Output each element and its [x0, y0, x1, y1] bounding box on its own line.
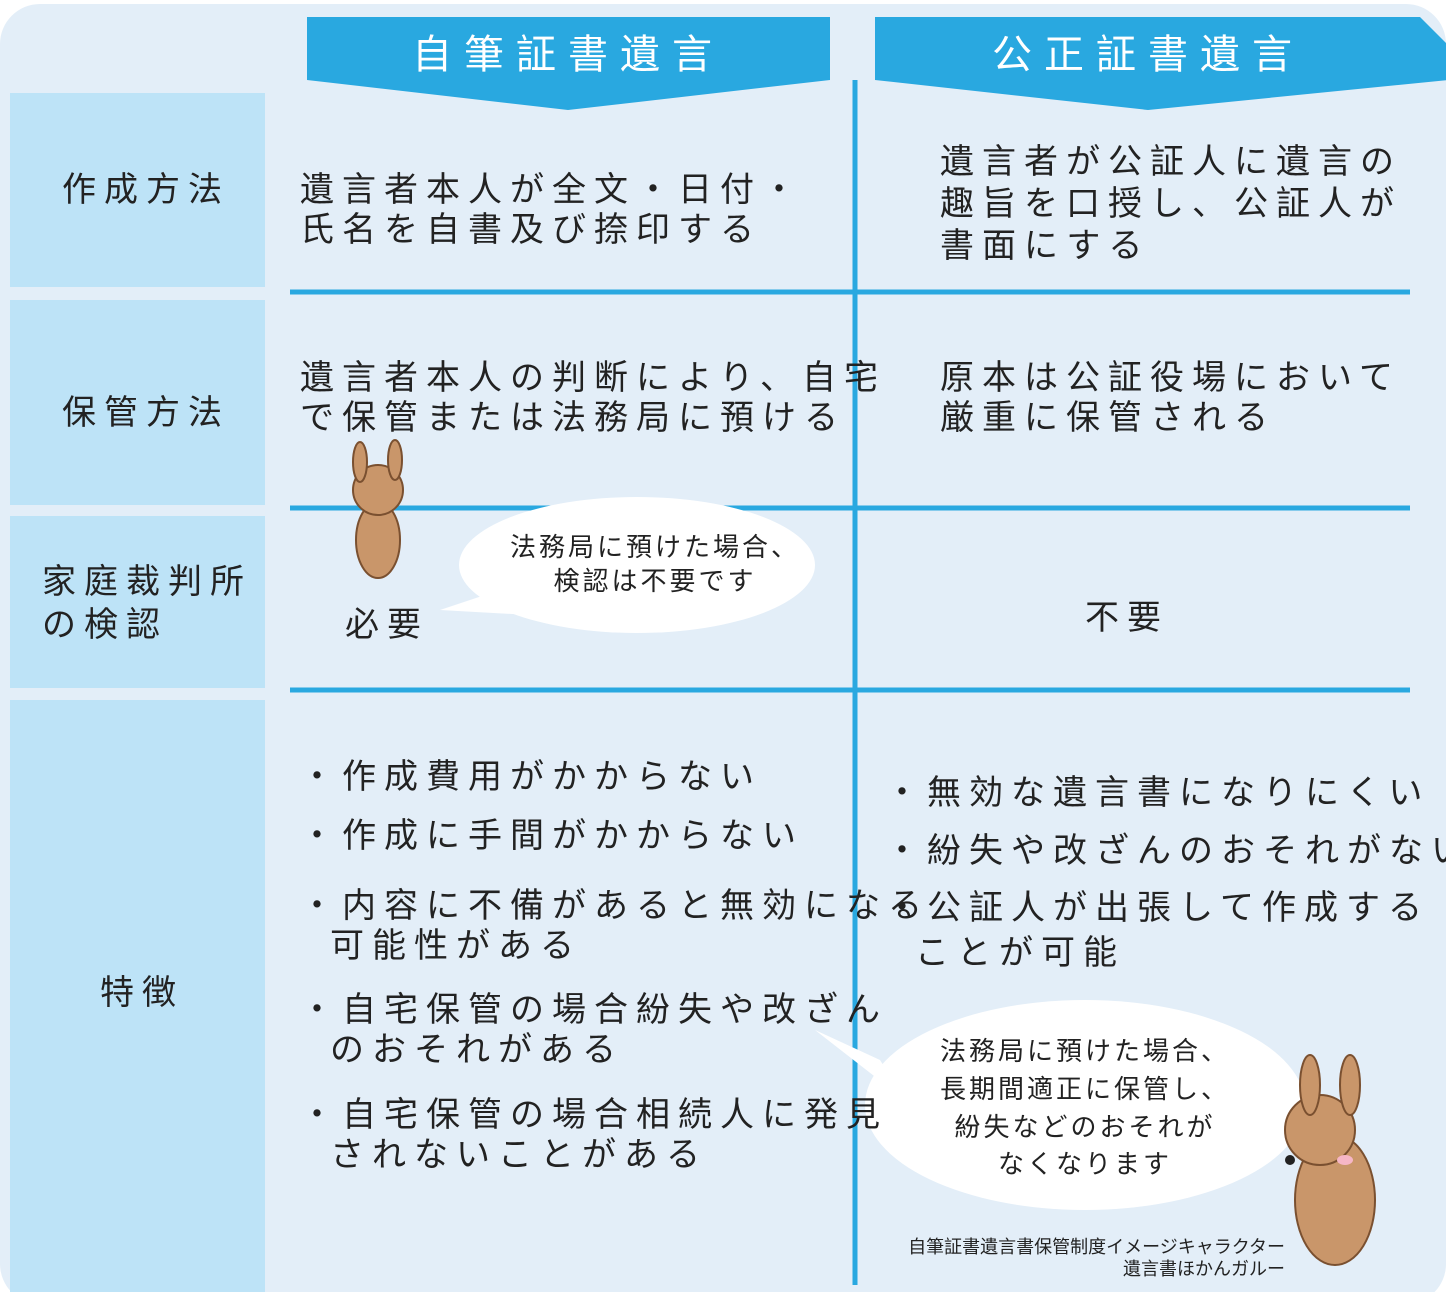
- bubble-text: 法務局に預けた場合、: [939, 1037, 1231, 1067]
- bubble-text: 紛失などのおそれが: [954, 1113, 1216, 1143]
- cell-text: ことが可能: [915, 933, 1125, 973]
- cell-text: ・作成費用がかからない: [300, 757, 762, 797]
- cell-text: 遺言者が公証人に遺言の: [940, 142, 1402, 182]
- cell-text: 趣旨を口授し、公証人が: [940, 184, 1402, 224]
- cell-text: のおそれがある: [330, 1030, 624, 1070]
- header: 公正証書遺言: [992, 32, 1304, 78]
- cell-text: 氏名を自書及び捺印する: [300, 210, 762, 250]
- caption: 遺言書ほかんガルー: [1123, 1259, 1285, 1280]
- cell-text: 不要: [1085, 598, 1169, 638]
- row-label: の検認: [42, 605, 168, 645]
- cell-text: 原本は公証役場において: [940, 358, 1401, 398]
- bubble-text: 長期間適正に保管し、: [939, 1075, 1231, 1105]
- cell-text: ・公証人が出張して作成する: [885, 888, 1430, 928]
- bubble-text: なくなります: [997, 1150, 1173, 1180]
- caption: 自筆証書遺言書保管制度イメージキャラクター: [908, 1237, 1285, 1258]
- row-label: 保管方法: [62, 393, 230, 433]
- bubble-text: 法務局に預けた場合、: [509, 533, 801, 563]
- cell-text: ・紛失や改ざんのおそれがない: [885, 831, 1446, 871]
- cell-text: 必要: [345, 605, 429, 645]
- bubble-text: 検認は不要です: [553, 567, 757, 597]
- cell-text: 遺言者本人が全文・日付・: [300, 170, 804, 210]
- row-label: 特徴: [100, 973, 184, 1013]
- row-label: 作成方法: [62, 170, 230, 210]
- cell-text: 書面にする: [940, 226, 1151, 266]
- cell-text: ・自宅保管の場合相続人に発見: [300, 1095, 888, 1135]
- cell-text: ・作成に手間がかからない: [300, 816, 804, 856]
- header: 自筆証書遺言: [412, 32, 724, 78]
- cell-text: ・自宅保管の場合紛失や改ざん: [300, 990, 888, 1030]
- cell-text: ・無効な遺言書になりにくい: [885, 773, 1431, 813]
- cell-text: 遺言者本人の判断により、自宅: [300, 358, 886, 398]
- cell-text: されないことがある: [330, 1135, 708, 1175]
- row-label: 家庭裁判所: [42, 562, 252, 602]
- cell-text: 厳重に保管される: [940, 398, 1276, 438]
- cell-text: ・内容に不備があると無効になる: [300, 886, 930, 926]
- cell-text: 可能性がある: [330, 926, 582, 966]
- cell-text: で保管または法務局に預ける: [300, 398, 846, 438]
